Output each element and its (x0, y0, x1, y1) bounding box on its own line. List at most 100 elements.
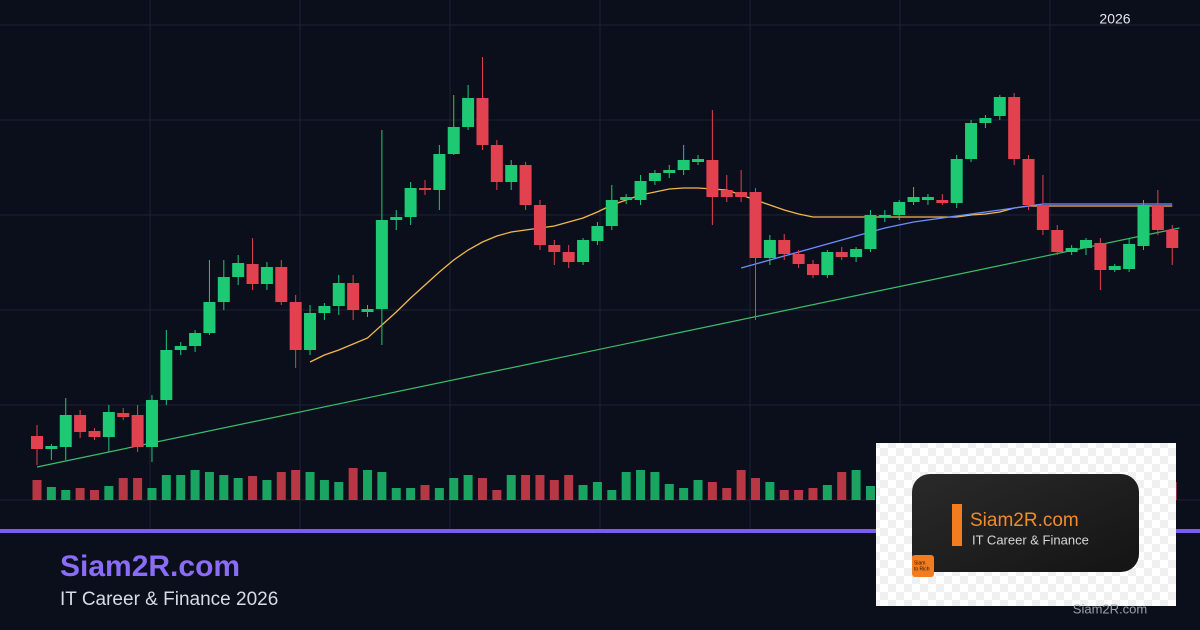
candle-body (792, 254, 805, 264)
divider (0, 529, 1200, 533)
candle-body (88, 431, 101, 437)
candle-body (1137, 205, 1150, 246)
candle-body (1008, 97, 1021, 159)
candle-body (1151, 205, 1164, 230)
candle-body (735, 192, 748, 197)
candle-body (1080, 240, 1093, 248)
candle-body (1051, 230, 1064, 252)
logo-card (912, 474, 1139, 572)
volume-bar (190, 470, 200, 500)
volume-bar (621, 472, 631, 500)
candle-body (490, 145, 503, 182)
volume-bar (449, 478, 459, 500)
volume-bar (851, 470, 861, 500)
volume-bar (492, 490, 502, 500)
volume-bar (779, 490, 789, 500)
candle-body (591, 226, 604, 241)
candle-body (203, 302, 216, 333)
candle-body (433, 154, 446, 190)
candle-body (993, 97, 1006, 116)
volume-bar (391, 488, 401, 500)
candle-body (806, 264, 819, 275)
volume-bar (233, 478, 243, 500)
candle-body (692, 159, 705, 162)
candle-body (74, 415, 87, 432)
volume-bar (650, 472, 660, 500)
volume-bar (147, 488, 157, 500)
volume-bar (865, 486, 875, 500)
candle-body (462, 98, 475, 127)
candle-body (375, 220, 388, 309)
candle-body (835, 252, 848, 257)
candle-body (605, 200, 618, 226)
candle-body (720, 190, 733, 197)
volume-bar (219, 475, 229, 500)
volume-bar (104, 486, 114, 500)
candle-body (1065, 248, 1078, 252)
volume-bar (262, 480, 272, 500)
logo-bar (952, 504, 962, 546)
volume-bar (406, 488, 416, 500)
candle-body (936, 200, 949, 203)
volume-bar (133, 478, 143, 500)
volume-bar (808, 488, 818, 500)
brand-name: Siam2R.com (60, 550, 240, 583)
candle-body (361, 309, 374, 312)
volume-bar (736, 470, 746, 500)
moving-average (740, 203, 1173, 269)
candle-body (864, 215, 877, 249)
candle-body (102, 412, 115, 437)
candle-body (174, 346, 187, 350)
candle-body (117, 413, 130, 417)
candle-body (562, 252, 575, 262)
volume-bar (463, 475, 473, 500)
volume-bar (61, 490, 71, 500)
candle-body (663, 170, 676, 173)
candle-body (275, 267, 288, 302)
volume-bar (319, 480, 329, 500)
volume-bar (535, 475, 545, 500)
candle-body (634, 181, 647, 200)
candle-body (778, 240, 791, 254)
candle-body (878, 215, 891, 217)
volume-bar (477, 478, 487, 500)
candle-body (921, 197, 934, 200)
candle-body (289, 302, 302, 350)
candle-body (189, 333, 202, 346)
candle-body (577, 240, 590, 262)
candle-body (821, 252, 834, 275)
candle-body (533, 205, 546, 245)
candle-body (318, 306, 331, 313)
volume-bar (248, 476, 258, 500)
candle-body (160, 350, 173, 400)
candle-body (217, 277, 230, 302)
candle-body (476, 98, 489, 145)
volume-bar (363, 470, 373, 500)
logo-badge (912, 555, 934, 577)
logo-name: Siam2R.com (970, 510, 1079, 531)
candle-body (347, 283, 360, 310)
year-label: 2026 (1099, 11, 1130, 27)
volume-bar (334, 482, 344, 500)
candle-body (950, 159, 963, 203)
volume-bar (578, 485, 588, 500)
candle-body (45, 446, 58, 449)
candle-body (404, 188, 417, 217)
volume-bar (176, 475, 186, 500)
candle-body (447, 127, 460, 154)
volume-bar (664, 484, 674, 500)
volume-bar (118, 478, 128, 500)
logo-tagline: IT Career & Finance (972, 532, 1089, 547)
volume-bar (75, 488, 85, 500)
brand-tagline: IT Career & Finance 2026 (60, 589, 278, 610)
candle-body (1166, 230, 1179, 248)
volume-bar (549, 480, 559, 500)
volume-bar (305, 472, 315, 500)
candle-body (763, 240, 776, 258)
candle-body (505, 165, 518, 182)
candle-body (131, 415, 144, 447)
volume-bar (822, 485, 832, 500)
logo-badge-text: to Rich (914, 566, 930, 572)
volume-bar (420, 485, 430, 500)
